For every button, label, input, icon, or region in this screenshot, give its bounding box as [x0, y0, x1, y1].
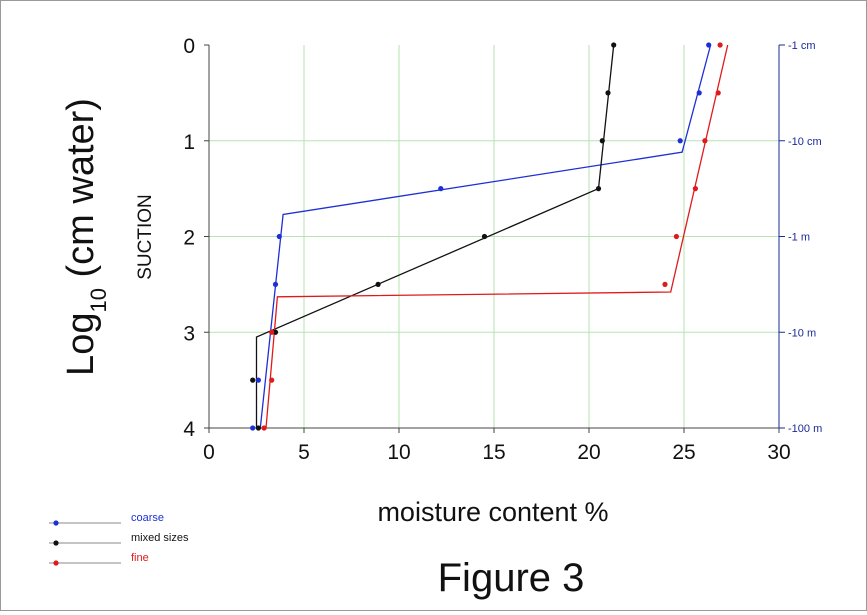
data-point-mixed-sizes — [255, 425, 261, 431]
y-axis-label: Log10 (cm water) — [60, 98, 111, 376]
svg-text:Log10 (cm water): Log10 (cm water) — [60, 98, 111, 376]
data-point-mixed-sizes — [595, 186, 602, 192]
data-point-coarse — [438, 186, 444, 192]
x-axis-label: moisture content % — [377, 497, 608, 527]
grid-lines — [209, 45, 779, 428]
y-axis-label-main: Log — [60, 313, 102, 376]
y-tick-label: 1 — [183, 131, 195, 154]
data-point-fine — [673, 233, 680, 240]
data-point-fine — [717, 42, 723, 48]
data-point-coarse — [276, 233, 282, 240]
data-point-mixed-sizes — [481, 233, 488, 240]
data-point-coarse — [677, 138, 683, 144]
legend-label-fine: fine — [131, 552, 149, 564]
series-points — [250, 42, 723, 431]
data-point-coarse — [272, 281, 279, 287]
right-tick-label: -1 m — [788, 232, 810, 244]
data-point-fine — [715, 90, 721, 96]
y-tick-label: 4 — [183, 418, 195, 441]
x-tick-label: 15 — [482, 441, 505, 464]
figure-title: Figure 3 — [438, 556, 585, 600]
legend-marker-coarse — [53, 520, 59, 526]
legend: coarse mixed sizes fine — [49, 512, 189, 566]
data-point-mixed-sizes — [250, 377, 256, 383]
y-axis-label-tail: (cm water) — [60, 98, 102, 288]
data-point-mixed-sizes — [272, 329, 279, 335]
series-line-coarse — [259, 44, 712, 429]
data-point-mixed-sizes — [605, 90, 611, 96]
data-point-fine — [662, 281, 668, 287]
data-point-fine — [692, 186, 699, 192]
data-point-fine — [269, 329, 275, 335]
data-point-fine — [269, 377, 275, 383]
data-point-coarse — [706, 42, 712, 48]
right-tick-label: -10 m — [788, 327, 816, 339]
data-point-coarse — [250, 425, 256, 431]
series-line-fine — [265, 44, 729, 429]
y-axis-label-subscript: 10 — [86, 288, 111, 312]
axes: 0 5 10 15 20 25 30 0 1 2 3 4 -1 cm -10 cm -1 m -10 m -10… — [183, 35, 822, 464]
data-point-mixed-sizes — [599, 138, 605, 144]
series-line-mixed-sizes — [255, 44, 615, 428]
x-tick-label: 25 — [672, 441, 695, 464]
right-tick-label: -10 cm — [788, 136, 822, 148]
x-tick-label: 10 — [387, 441, 410, 464]
legend-marker-mixed-sizes — [53, 540, 59, 546]
x-tick-label: 5 — [298, 441, 310, 464]
data-point-fine — [261, 425, 267, 431]
y-tick-label: 0 — [183, 35, 195, 58]
legend-label-coarse: coarse — [131, 512, 164, 524]
y-axis-secondary-label: SUCTION — [135, 194, 156, 280]
data-point-mixed-sizes — [611, 42, 617, 48]
y-tick-label: 2 — [183, 227, 195, 250]
data-point-fine — [702, 138, 708, 144]
data-point-coarse — [696, 90, 702, 96]
x-tick-label: 20 — [577, 441, 600, 464]
x-tick-label: 30 — [767, 441, 790, 464]
data-point-mixed-sizes — [375, 281, 381, 287]
series-lines — [255, 44, 729, 429]
legend-label-mixed-sizes: mixed sizes — [131, 532, 189, 544]
x-tick-label: 0 — [203, 441, 215, 464]
y-tick-label: 3 — [183, 322, 195, 345]
legend-marker-fine — [53, 560, 59, 566]
right-tick-label: -1 cm — [788, 40, 816, 52]
right-tick-label: -100 m — [788, 423, 822, 435]
data-point-coarse — [255, 377, 261, 383]
